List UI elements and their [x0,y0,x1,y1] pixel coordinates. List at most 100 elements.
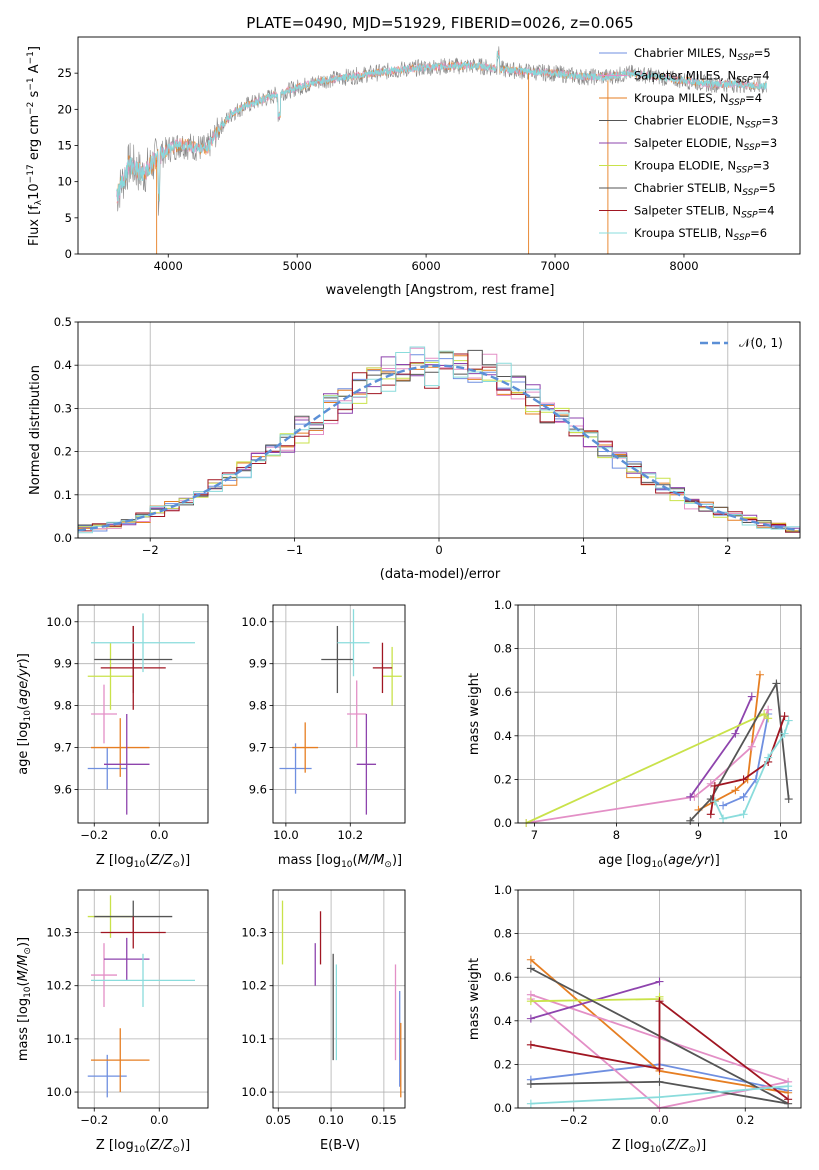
legend-label: Chabrier ELODIE, NSSP​=3 [634,114,778,131]
x-tick-label: 5000 [283,259,312,273]
x-tick-label: 0.10 [318,1113,344,1127]
x-tick-label: 2 [724,543,731,557]
model-spectrum-kroupa-stelib [116,50,767,202]
legend-label: 𝒩(0, 1) [739,336,783,350]
data-marker [780,712,789,721]
y-tick-label: 0 [65,247,72,261]
x-tick-label: 0.05 [265,1113,291,1127]
data-marker [764,753,773,762]
age-vs-mass-panel: 10.0 10.2 9.6 9.7 9.8 9.9 10.0 mass [log10​(M/M… [241,604,406,870]
weight-vs-z-panel: −0.2 0.0 0.2 0.0 0.2 0.4 0.6 0.8 1.0 Z [log10​(Z/… [467,883,802,1155]
y-tick-label: 0.5 [54,315,72,329]
x-axis-label: mass [log10​(M/M⊙​)] [278,853,402,870]
y-axis-label: mass weight [467,958,482,1040]
data-marker [755,670,764,679]
data-marker [764,705,773,714]
y-axis-label: mass weight [467,673,482,755]
data-marker [760,710,769,718]
observed-spectrum [116,46,767,216]
x-tick-label: 0.0 [150,828,168,842]
y-tick-label: 10.0 [46,615,72,629]
x-tick-label: 7000 [540,259,569,273]
x-tick-label: 0.15 [371,1113,397,1127]
legend-label: Salpeter MILES, NSSP​=4 [634,69,770,86]
axes-frame [77,36,801,255]
data-marker [784,795,793,804]
y-tick-label: 0.4 [494,729,512,743]
y-tick-label: 1.0 [494,598,512,612]
y-tick-label: 0.8 [494,642,512,656]
series-line-c4 [530,996,661,1003]
x-tick-label: 0.0 [150,1113,168,1127]
y-tick-label: 0.2 [494,772,512,786]
residuals-panel: −2 −1 0 1 2 0.0 0.1 0.2 0.3 0.4 0.5 (data-model)/er… [28,315,801,582]
legend-label: Kroupa ELODIE, NSSP​=3 [634,159,770,176]
data-marker [784,1095,793,1104]
x-axis-label: (data-model)/error [380,567,501,582]
data-marker [655,1064,664,1073]
data-marker [526,997,535,1006]
normal-curve [77,364,801,532]
y-tick-label: 9.9 [249,657,267,671]
x-tick-label: 10.2 [337,828,363,842]
plot-area [77,346,801,534]
data-marker [526,1099,535,1108]
y-axis-label: age [log10​(age/yr)] [16,653,33,775]
series-line-c7 [714,720,790,820]
axes-frame [272,889,406,1109]
data-marker [526,1014,535,1023]
y-tick-label: 0.6 [494,970,512,984]
y-tick-label: 9.8 [249,699,267,713]
y-axis-label: mass [log10​(M/M⊙​)] [16,937,33,1061]
y-tick-label: 0.4 [54,358,72,372]
figure-title: PLATE=0490, MJD=51929, FIBERID=0026, z=0… [246,14,633,32]
y-tick-label: 9.8 [54,699,72,713]
y-tick-label: 9.7 [54,741,72,755]
data-marker [784,716,793,725]
y-axis-label: Normed distribution [28,365,43,495]
x-tick-label: −0.2 [80,1113,108,1127]
data-marker [731,729,740,738]
x-axis-label: Z [log10​(Z/Z⊙​)] [612,1138,706,1155]
x-tick-label: −2 [142,543,159,557]
data-marker [706,810,715,819]
data-marker [526,964,535,973]
plot-area [281,900,402,1098]
y-tick-label: 0.4 [494,1014,512,1028]
data-marker [655,1093,664,1102]
mass-vs-z-panel: −0.2 0.0 10.0 10.1 10.2 10.3 Z [log10​(Z/Z⊙​)]… [16,889,209,1155]
axes-frame [77,604,209,824]
y-tick-label: 10.3 [46,926,72,940]
spectrum-legend: Chabrier MILES, NSSP​=5 Salpeter MILES, N… [599,46,778,243]
plot-area [87,895,195,1098]
y-tick-label: 25 [57,66,72,80]
y-tick-label: 10.2 [46,979,72,993]
x-tick-label: 8000 [669,259,698,273]
data-marker [772,679,781,688]
data-marker [686,816,695,825]
y-tick-label: 10.1 [241,1032,267,1046]
x-tick-label: 1 [580,543,587,557]
series-line-c6 [709,715,786,815]
y-tick-label: 20 [57,102,72,116]
series-line-c5 [689,680,790,822]
y-tick-label: 1.0 [494,883,512,897]
series-line-c6 [530,999,789,1101]
data-marker [739,810,748,819]
data-marker [526,1040,535,1049]
plot-area [279,609,402,815]
plot-area [526,955,793,1112]
y-tick-label: 9.6 [249,782,267,796]
y-tick-label: 10.3 [241,926,267,940]
legend-label: Salpeter STELIB, NSSP​=4 [634,204,775,221]
plot-area [522,670,793,827]
x-tick-label: 7 [531,828,538,842]
y-tick-label: 0.0 [494,816,512,830]
data-marker [719,801,728,810]
y-tick-label: 0.2 [54,445,72,459]
data-marker [780,729,789,738]
y-tick-label: 0.3 [54,401,72,415]
x-axis-label: Z [log10​(Z/Z⊙​)] [96,1138,190,1155]
legend-label: Salpeter ELODIE, NSSP​=3 [634,136,777,153]
x-tick-label: 9 [695,828,702,842]
